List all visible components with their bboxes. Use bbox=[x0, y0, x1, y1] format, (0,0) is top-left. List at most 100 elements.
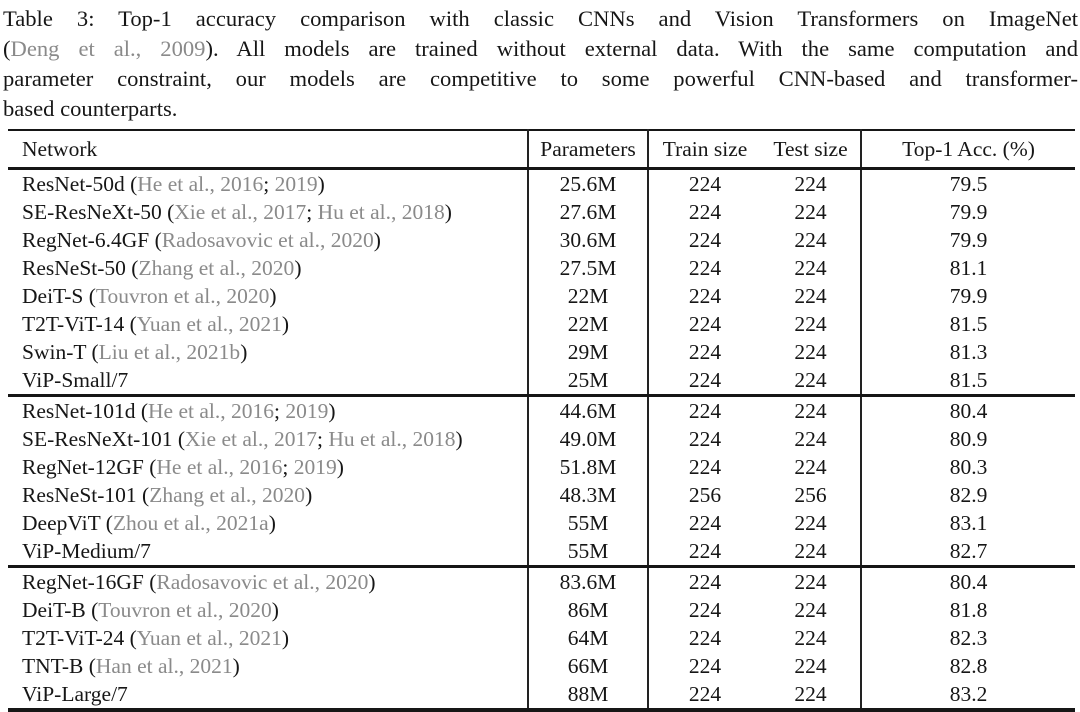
cell-top1-acc: 79.9 bbox=[949, 227, 988, 252]
cell-test-size: 224 bbox=[761, 198, 862, 226]
cell-parameters: 44.6M bbox=[528, 395, 649, 425]
cell-train-size: 224 bbox=[688, 681, 722, 706]
table-row: T2T-ViT-24 (Yuan et al., 2021) 64M 224 224 8… bbox=[8, 624, 1075, 652]
cell-test-size: 224 bbox=[761, 566, 862, 596]
citation-link[interactable]: Yuan et al., 2021 bbox=[136, 625, 282, 650]
cell-test-size: 224 bbox=[761, 453, 862, 481]
cell-parameters: 30.6M bbox=[528, 226, 649, 254]
cell-train-size: 224 bbox=[688, 426, 722, 451]
cell-top1-acc: 79.9 bbox=[949, 199, 988, 224]
cell-test-size: 224 bbox=[761, 537, 862, 567]
table-row: SE-ResNeXt-50 (Xie et al., 2017; Hu et a… bbox=[8, 198, 1075, 226]
citation-close-paren: ) bbox=[328, 398, 336, 423]
cell-test-size: 224 bbox=[761, 680, 862, 710]
citation-link[interactable]: 2019 bbox=[285, 398, 329, 423]
citation-link[interactable]: Zhou et al., 2021a bbox=[112, 510, 269, 535]
cell-network: SE-ResNeXt-101 (Xie et al., 2017; Hu et … bbox=[8, 425, 529, 453]
cell-parameters: 66M bbox=[528, 652, 649, 680]
citation-link[interactable]: Xie et al., 2017 bbox=[174, 199, 307, 224]
model-name: ViP-Large/7 bbox=[22, 681, 128, 706]
citation-open-paren: ( bbox=[136, 482, 150, 507]
cell-test-size: 224 bbox=[761, 338, 862, 366]
citation-open-paren: ( bbox=[124, 311, 137, 336]
table-row: SE-ResNeXt-101 (Xie et al., 2017; Hu et … bbox=[8, 425, 1075, 453]
table-row: ResNet-101d (He et al., 2016; 2019) 44.6M… bbox=[8, 395, 1075, 425]
cell-train-size: 224 bbox=[688, 171, 722, 196]
caption-text: Table 3: Top-1 accuracy comparison with … bbox=[3, 6, 1078, 31]
cell-train-size: 256 bbox=[688, 482, 722, 507]
cell-test-size: 224 bbox=[761, 310, 862, 338]
model-name: DeiT-B bbox=[22, 597, 86, 622]
cell-network: ResNeSt-50 (Zhang et al., 2020) bbox=[8, 254, 529, 282]
citation-link[interactable]: Hu et al., 2018 bbox=[328, 426, 456, 451]
cell-test-size: 224 bbox=[761, 254, 862, 282]
citation-link[interactable]: He et al., 2016 bbox=[156, 454, 283, 479]
citation-separator: ; bbox=[282, 454, 294, 479]
cell-parameters: 27.6M bbox=[528, 198, 649, 226]
model-name: ViP-Small/7 bbox=[22, 367, 129, 392]
cell-parameters: 55M bbox=[528, 537, 649, 567]
model-name: RegNet-6.4GF bbox=[22, 227, 150, 252]
citation-open-paren: ( bbox=[86, 339, 99, 364]
model-name: T2T-ViT-14 bbox=[22, 311, 125, 336]
citation-link[interactable]: 2019 bbox=[293, 454, 337, 479]
table-row: DeiT-B (Touvron et al., 2020) 86M 224 224 81… bbox=[8, 596, 1075, 624]
citation-link[interactable]: Radosavovic et al., 2020 bbox=[156, 569, 369, 594]
cell-parameters: 55M bbox=[528, 509, 649, 537]
cell-parameters: 25.6M bbox=[528, 168, 649, 198]
model-name: TNT-B bbox=[22, 653, 84, 678]
citation-link[interactable]: Radosavovic et al., 2020 bbox=[161, 227, 374, 252]
cell-parameters: 27.5M bbox=[528, 254, 649, 282]
model-name: T2T-ViT-24 bbox=[22, 625, 125, 650]
caption-line: based counterparts. bbox=[3, 94, 1078, 124]
cell-network: SE-ResNeXt-50 (Xie et al., 2017; Hu et a… bbox=[8, 198, 529, 226]
citation-link[interactable]: Deng et al., 2009 bbox=[10, 36, 206, 61]
citation-open-paren: ( bbox=[125, 255, 139, 280]
citation-open-paren: ( bbox=[135, 398, 148, 423]
citation-close-paren: ) bbox=[294, 255, 302, 280]
citation-link[interactable]: Xie et al., 2017 bbox=[185, 426, 317, 451]
table-row: Swin-T (Liu et al., 2021b) 29M 224 224 81.3 bbox=[8, 338, 1075, 366]
cell-network: T2T-ViT-14 (Yuan et al., 2021) bbox=[8, 310, 529, 338]
citation-link[interactable]: Liu et al., 2021b bbox=[98, 339, 241, 364]
citation-close-paren: ) bbox=[336, 454, 344, 479]
citation-link[interactable]: 2019 bbox=[274, 171, 318, 196]
header-row: Network Parameters Train size Test size … bbox=[8, 130, 1075, 169]
table-group-medium-models: ResNet-101d (He et al., 2016; 2019) 44.6M… bbox=[8, 395, 1075, 567]
citation-link[interactable]: He et al., 2016 bbox=[137, 171, 264, 196]
cell-test-size: 224 bbox=[761, 425, 862, 453]
citation-link[interactable]: Han et al., 2021 bbox=[95, 653, 233, 678]
citation-link[interactable]: He et al., 2016 bbox=[148, 398, 274, 423]
cell-parameters: 49.0M bbox=[528, 425, 649, 453]
cell-train-size: 224 bbox=[688, 311, 722, 336]
citation-link[interactable]: Touvron et al., 2020 bbox=[95, 283, 270, 308]
cell-network: TNT-B (Han et al., 2021) bbox=[8, 652, 529, 680]
citation-open-paren: ( bbox=[100, 510, 113, 535]
citation-open-paren: ( bbox=[161, 199, 175, 224]
model-name: RegNet-16GF bbox=[22, 569, 144, 594]
model-name: ResNeSt-101 bbox=[22, 482, 137, 507]
caption-text: ). All models are trained without extern… bbox=[205, 36, 1079, 61]
cell-train-size: 224 bbox=[688, 367, 722, 392]
cell-test-size: 224 bbox=[761, 282, 862, 310]
cell-top1-acc: 81.8 bbox=[949, 597, 988, 622]
cell-network: ResNet-50d (He et al., 2016; 2019) bbox=[8, 168, 529, 198]
cell-train-size: 224 bbox=[688, 653, 722, 678]
table-row: RegNet-12GF (He et al., 2016; 2019) 51.8M… bbox=[8, 453, 1075, 481]
citation-open-paren: ( bbox=[143, 569, 157, 594]
cell-train-size: 224 bbox=[688, 227, 722, 252]
citation-link[interactable]: Zhang et al., 2020 bbox=[149, 482, 306, 507]
citation-link[interactable]: Hu et al., 2018 bbox=[317, 199, 445, 224]
cell-top1-acc: 80.4 bbox=[949, 398, 988, 423]
cell-train-size: 224 bbox=[688, 538, 722, 563]
cell-test-size: 224 bbox=[761, 226, 862, 254]
cell-network: ResNet-101d (He et al., 2016; 2019) bbox=[8, 395, 529, 425]
citation-close-paren: ) bbox=[317, 171, 325, 196]
cell-test-size: 224 bbox=[761, 624, 862, 652]
cell-top1-acc: 80.3 bbox=[949, 454, 988, 479]
model-name: SE-ResNeXt-101 bbox=[22, 426, 173, 451]
citation-link[interactable]: Yuan et al., 2021 bbox=[136, 311, 282, 336]
citation-link[interactable]: Zhang et al., 2020 bbox=[138, 255, 295, 280]
citation-link[interactable]: Touvron et al., 2020 bbox=[98, 597, 272, 622]
cell-top1-acc: 81.1 bbox=[949, 255, 988, 280]
